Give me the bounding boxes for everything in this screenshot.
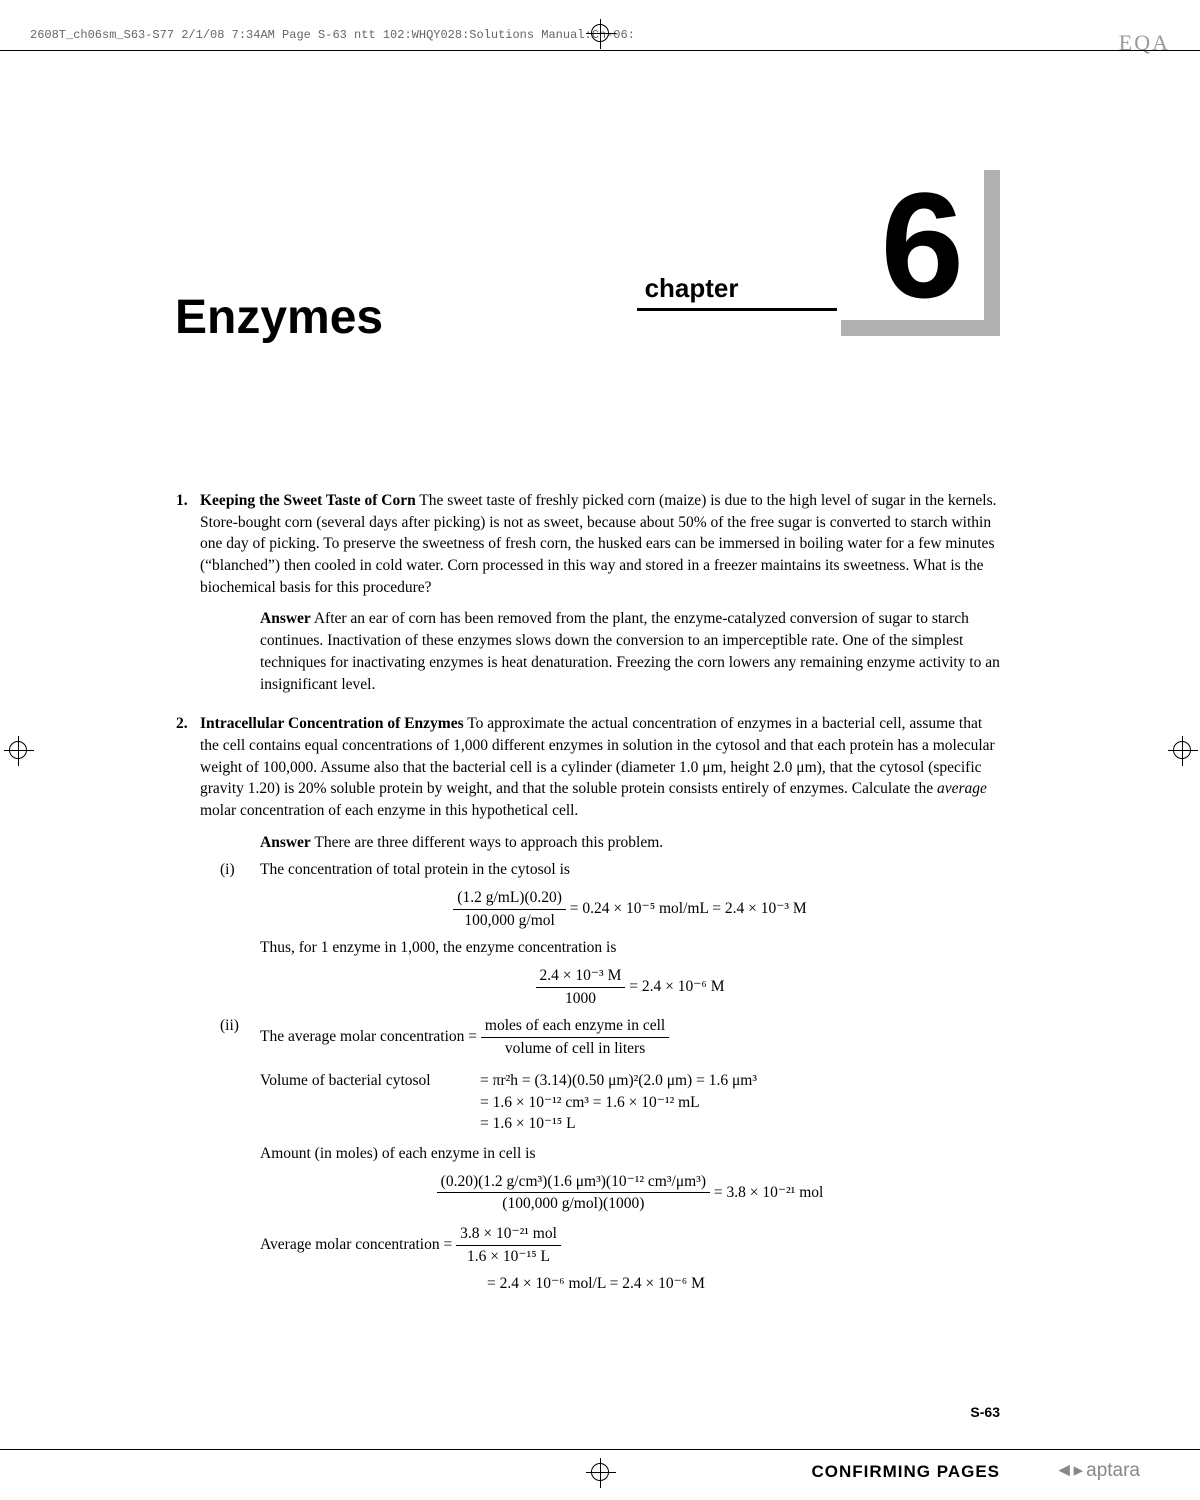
chapter-number: 6 bbox=[881, 170, 964, 320]
eq3-num: moles of each enzyme in cell bbox=[481, 1015, 669, 1038]
vendor-logo: ◄▸aptara bbox=[1055, 1459, 1140, 1482]
chapter-header: chapter 6 bbox=[637, 170, 1000, 336]
i-text: The concentration of total protein in th… bbox=[260, 861, 570, 878]
equation-1: (1.2 g/mL)(0.20)100,000 g/mol = 0.24 × 1… bbox=[260, 887, 1000, 931]
eq1-den: 100,000 g/mol bbox=[453, 910, 566, 932]
avg-conc-block: Average molar concentration = 3.8 × 10⁻²… bbox=[260, 1223, 1000, 1267]
vol-label: Volume of bacterial cytosol bbox=[260, 1070, 480, 1092]
job-header: 2608T_ch06sm_S63-S77 2/1/08 7:34AM Page … bbox=[30, 28, 635, 42]
crop-mark-bottom bbox=[587, 1459, 613, 1485]
eq4-den: (100,000 g/mol)(1000) bbox=[437, 1193, 710, 1215]
aptara-icon: ◄▸ bbox=[1055, 1459, 1083, 1482]
problem-title: Keeping the Sweet Taste of Corn bbox=[200, 492, 416, 509]
vendor-name: aptara bbox=[1086, 1460, 1140, 1481]
answer-text: After an ear of corn has been removed fr… bbox=[260, 610, 1000, 692]
eq5-den: 1.6 × 10⁻¹⁵ L bbox=[456, 1246, 561, 1268]
eq1-unit: M bbox=[793, 900, 807, 917]
problem-1: 1.Keeping the Sweet Taste of Corn The sw… bbox=[200, 490, 1000, 695]
crop-mark-right bbox=[1169, 737, 1195, 763]
confirming-pages: CONFIRMING PAGES bbox=[811, 1462, 1000, 1482]
problem-body-post: molar concentration of each enzyme in th… bbox=[200, 802, 578, 819]
answer-block: Answer After an ear of corn has been rem… bbox=[260, 608, 1000, 695]
eq6: = 2.4 × 10⁻⁶ mol/L = 2.4 × 10⁻⁶ bbox=[487, 1275, 691, 1292]
equation-6: = 2.4 × 10⁻⁶ mol/L = 2.4 × 10⁻⁶ M bbox=[487, 1273, 1000, 1295]
problem-body-italic: average bbox=[937, 780, 987, 797]
problem-title: Intracellular Concentration of Enzymes bbox=[200, 715, 464, 732]
top-rule bbox=[0, 50, 1200, 51]
answer-label: Answer bbox=[260, 610, 311, 627]
crop-mark-left bbox=[5, 737, 31, 763]
equation-2: 2.4 × 10⁻³ M 1000 = 2.4 × 10⁻⁶ M bbox=[260, 965, 1000, 1009]
eq2-num: 2.4 × 10⁻³ bbox=[540, 967, 608, 984]
sub-i: (i) The concentration of total protein i… bbox=[260, 859, 1000, 1009]
eq5-num: 3.8 × 10⁻²¹ mol bbox=[456, 1223, 561, 1246]
eq6-unit: M bbox=[691, 1275, 705, 1292]
bottom-rule bbox=[0, 1449, 1200, 1450]
eq2-num-unit: M bbox=[608, 967, 622, 984]
ii-text: The average molar concentration = bbox=[260, 1028, 481, 1045]
crop-mark-top bbox=[587, 20, 613, 46]
eq4-num: (0.20)(1.2 g/cm³)(1.6 μm³)(10⁻¹² cm³/μm³… bbox=[437, 1171, 710, 1194]
chapter-label: chapter bbox=[637, 273, 837, 311]
eq2-rhs: = 2.4 × 10⁻⁶ bbox=[625, 978, 710, 995]
page-number: S-63 bbox=[970, 1404, 1000, 1420]
eqa-mark: EQA bbox=[1119, 30, 1170, 56]
eq1-num: (1.2 g/mL)(0.20) bbox=[453, 887, 566, 910]
equation-4: (0.20)(1.2 g/cm³)(1.6 μm³)(10⁻¹² cm³/μm³… bbox=[260, 1171, 1000, 1215]
answer-intro: There are three different ways to approa… bbox=[311, 834, 663, 851]
vol-eq3: = 1.6 × 10⁻¹⁵ L bbox=[480, 1115, 576, 1132]
answer-label: Answer bbox=[260, 834, 311, 851]
problem-number: 1. bbox=[176, 490, 200, 512]
chapter-title: Enzymes bbox=[175, 290, 383, 345]
vol-eq2: = 1.6 × 10⁻¹² cm³ = 1.6 × 10⁻¹² mL bbox=[480, 1094, 700, 1111]
content-area: 1.Keeping the Sweet Taste of Corn The sw… bbox=[200, 490, 1000, 1313]
vol-eq1: = πr²h = (3.14)(0.50 μm)²(2.0 μm) = 1.6 … bbox=[480, 1072, 757, 1089]
amount-text: Amount (in moles) of each enzyme in cell… bbox=[260, 1143, 1000, 1165]
eq3-den: volume of cell in liters bbox=[481, 1038, 669, 1060]
roman-ii: (ii) bbox=[220, 1015, 255, 1037]
problem-2: 2.Intracellular Concentration of Enzymes… bbox=[200, 713, 1000, 1295]
volume-block: Volume of bacterial cytosol= πr²h = (3.1… bbox=[260, 1070, 1000, 1135]
i-mid: Thus, for 1 enzyme in 1,000, the enzyme … bbox=[260, 937, 1000, 959]
roman-i: (i) bbox=[220, 859, 255, 881]
eq4-rhs: = 3.8 × 10⁻²¹ mol bbox=[710, 1183, 823, 1200]
problem-number: 2. bbox=[176, 713, 200, 735]
eq2-unit: M bbox=[711, 978, 725, 995]
eq2-den: 1000 bbox=[536, 988, 626, 1010]
avg-label: Average molar concentration = bbox=[260, 1236, 456, 1253]
answer-block: Answer There are three different ways to… bbox=[260, 832, 1000, 854]
sub-ii: (ii) The average molar concentration = m… bbox=[260, 1015, 1000, 1295]
eq1-rhs: = 0.24 × 10⁻⁵ mol/mL = 2.4 × 10⁻³ bbox=[566, 900, 793, 917]
